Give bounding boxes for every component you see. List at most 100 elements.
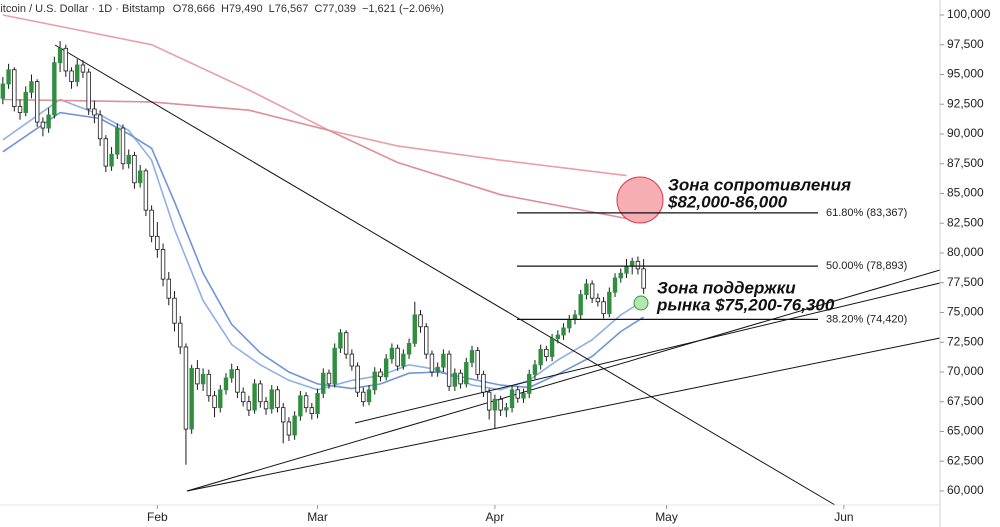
candle-body <box>441 353 446 368</box>
candle-body <box>452 372 458 387</box>
candle-body <box>281 407 286 423</box>
candle-body <box>315 392 320 415</box>
ohlc-legend: L76,567 <box>269 3 309 15</box>
y-tick-label: 95,000 <box>947 67 984 81</box>
candle-body <box>303 395 309 409</box>
candle-body <box>578 294 583 316</box>
candle-body <box>629 260 635 267</box>
candle-body <box>17 106 23 113</box>
ohlc-legend: C77,039 <box>314 3 356 15</box>
candle-body <box>46 114 51 129</box>
candle-body <box>532 364 538 375</box>
candle-body <box>23 91 28 113</box>
candle-body <box>601 301 606 315</box>
candle-body <box>235 369 240 393</box>
symbol-title: Bitcoin / U.S. Dollar · 1D · Bitstamp <box>0 3 165 15</box>
candle-body <box>326 372 332 385</box>
candle-body <box>189 367 194 430</box>
candle-body <box>321 372 326 394</box>
candle-body <box>612 277 618 293</box>
y-tick-label: 67,500 <box>947 394 984 408</box>
y-tick-label: 77,500 <box>947 275 984 289</box>
x-tick-label: Feb <box>147 510 168 524</box>
candle-body <box>258 383 263 403</box>
candle-body <box>0 83 6 99</box>
candle-body <box>115 127 120 155</box>
annotation: $82,000-86,000 <box>667 192 788 211</box>
candle-body <box>29 81 34 93</box>
candle-body <box>309 407 315 415</box>
candle-body <box>538 348 543 366</box>
candle-body <box>172 297 177 324</box>
candle-body <box>149 209 154 237</box>
annotation: рынка $75,200-76,300 <box>656 295 835 314</box>
candle-body <box>349 353 355 367</box>
candle-body <box>109 153 114 167</box>
candle-body <box>544 348 549 357</box>
trend-line <box>186 269 941 492</box>
candle-body <box>160 249 166 280</box>
candle-body <box>332 347 337 385</box>
candle-body <box>607 291 612 315</box>
candle-body <box>12 69 17 108</box>
y-tick-label: 97,500 <box>947 37 984 51</box>
ohlc-legend: O78,666 <box>173 3 215 15</box>
candle-body <box>263 401 269 410</box>
candle-body <box>63 47 68 72</box>
candle-body <box>97 114 103 140</box>
candle-body <box>286 421 292 436</box>
candle-body <box>481 373 486 393</box>
candle-body <box>618 272 623 279</box>
candle-body <box>429 353 435 373</box>
trend-line <box>186 337 941 492</box>
y-tick-label: 72,500 <box>947 334 984 348</box>
resistance-zone <box>616 176 664 224</box>
fib-label: 61.80% (83,367) <box>826 207 907 219</box>
y-tick-label: 92,500 <box>947 96 984 110</box>
candle-body <box>361 391 366 403</box>
candle-body <box>206 373 212 397</box>
ohlc-legend: −1,621 (−2.06%) <box>362 3 444 15</box>
candle-body <box>132 155 137 184</box>
trend-line <box>354 282 941 424</box>
candle-body <box>424 326 429 355</box>
support-zone <box>633 295 649 311</box>
candle-body <box>155 235 160 250</box>
candle-body <box>515 389 520 399</box>
candle-body <box>458 372 463 385</box>
trend-line <box>54 44 836 506</box>
candle-body <box>252 383 257 411</box>
y-tick-label: 60,000 <box>947 483 984 497</box>
y-tick-label: 87,500 <box>947 156 984 170</box>
candle-body <box>584 283 589 296</box>
candle-body <box>292 415 297 436</box>
candle-body <box>34 81 40 123</box>
candle-body <box>246 401 252 411</box>
candle-body <box>595 297 601 303</box>
candle-body <box>509 389 515 409</box>
y-tick-label: 82,500 <box>947 215 984 229</box>
y-tick-label: 85,000 <box>947 186 984 200</box>
candle-body <box>486 391 492 411</box>
ohlc-legend: H79,490 <box>221 3 263 15</box>
candle-body <box>366 389 372 403</box>
candle-body <box>527 373 532 394</box>
candle-body <box>383 358 389 378</box>
candle-body <box>401 353 406 367</box>
candle-body <box>549 338 555 357</box>
x-tick-label: Mar <box>307 510 328 524</box>
y-tick-label: 75,000 <box>947 305 984 319</box>
candle-body <box>57 47 63 63</box>
candle-body <box>395 347 400 367</box>
candle-body <box>229 369 234 379</box>
candle-body <box>521 392 526 399</box>
y-tick-label: 62,500 <box>947 453 984 467</box>
candle-body <box>418 314 423 328</box>
candle-body <box>504 407 509 411</box>
candle-body <box>166 278 171 299</box>
candle-body <box>469 350 475 363</box>
candle-body <box>372 371 377 391</box>
candle-body <box>218 389 223 409</box>
candle-body <box>86 71 91 110</box>
candle-body <box>475 350 480 375</box>
